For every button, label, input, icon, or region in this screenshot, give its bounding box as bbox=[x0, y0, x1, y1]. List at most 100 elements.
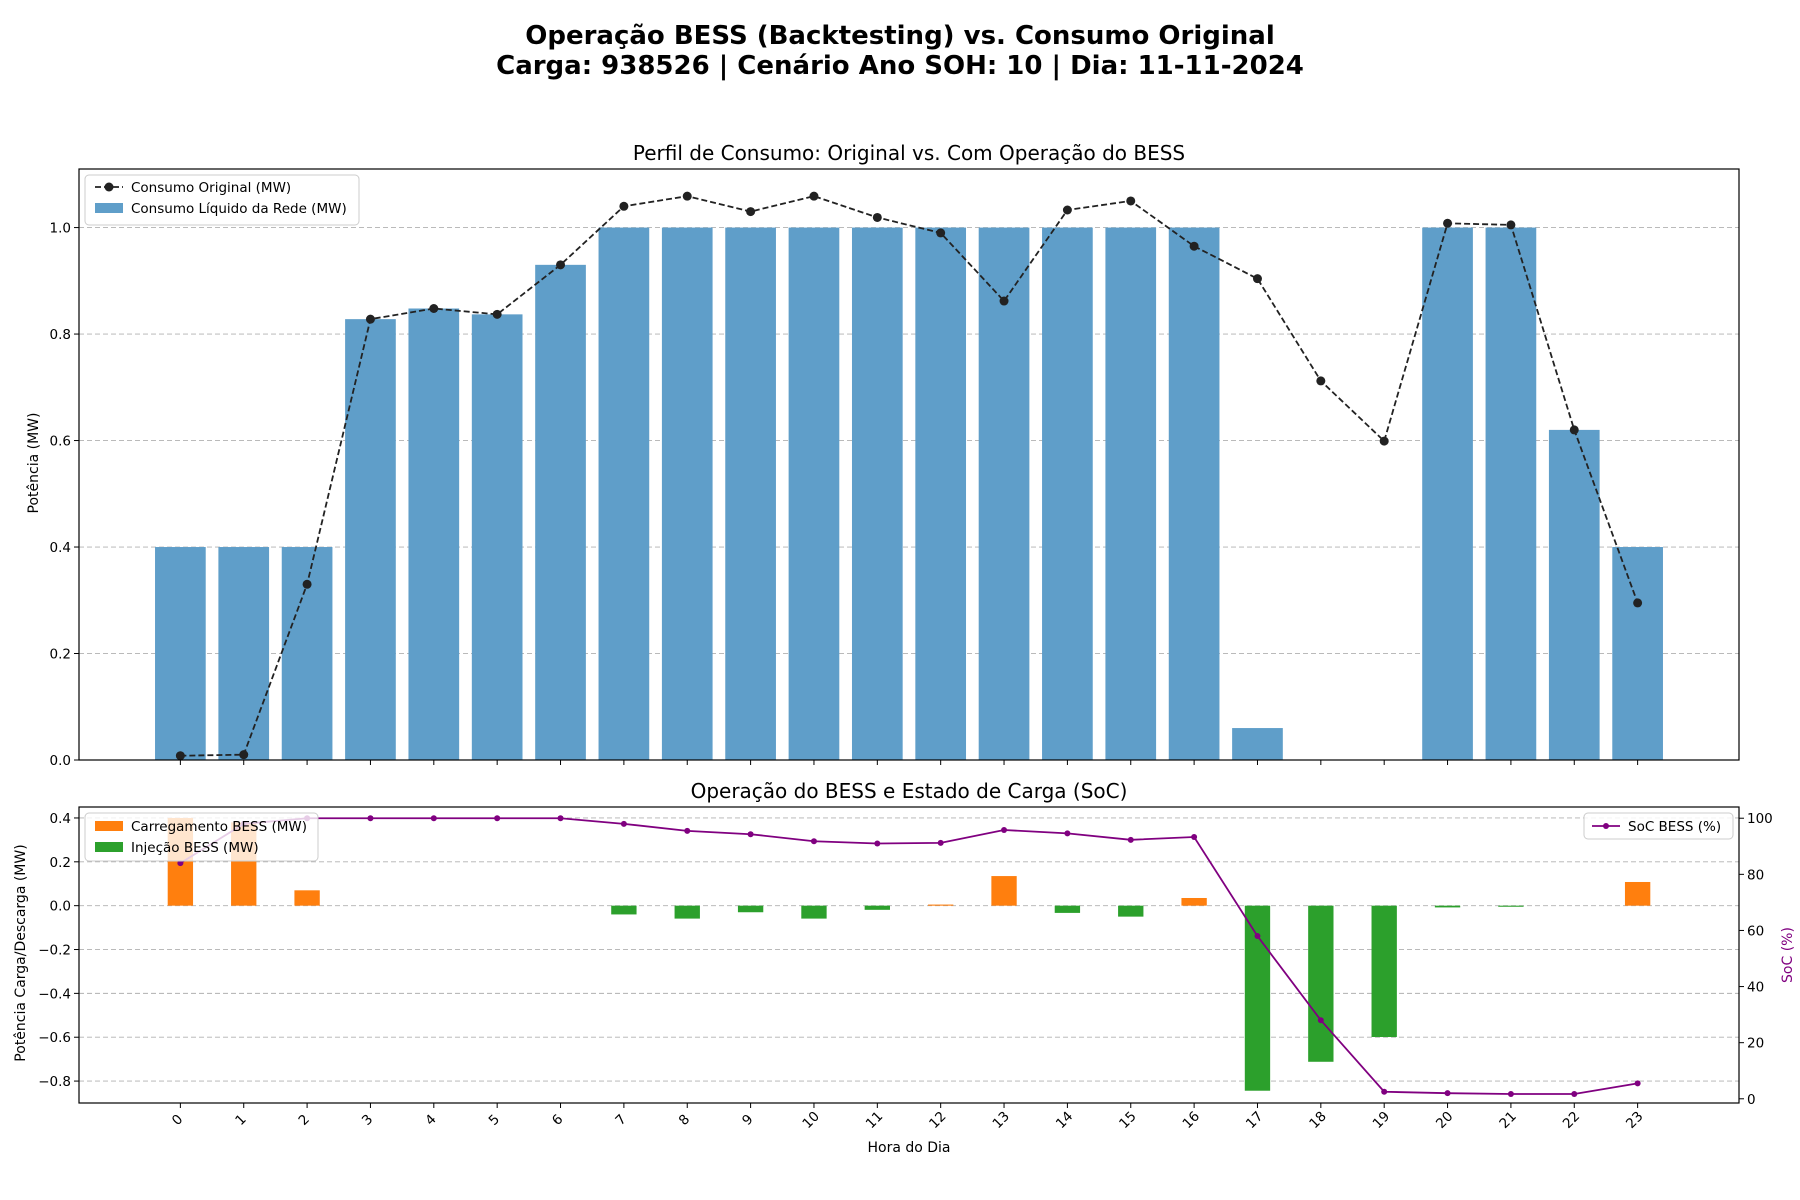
line-soc bbox=[179, 817, 1638, 1095]
bar-bess-discharge bbox=[1308, 905, 1334, 1062]
bottom-chart-y2label: SoC (%) bbox=[1780, 927, 1796, 983]
point-soc bbox=[684, 827, 691, 834]
bottom-y2tick-label: 60 bbox=[1747, 923, 1764, 939]
bar-net-consumption bbox=[218, 547, 270, 760]
point-soc bbox=[1381, 1088, 1388, 1095]
point-soc bbox=[1254, 933, 1261, 940]
line-original-consumption bbox=[180, 195, 1639, 757]
top-chart-frame bbox=[78, 168, 1740, 761]
bar-bess-discharge bbox=[674, 905, 700, 919]
bar-net-consumption bbox=[471, 314, 523, 760]
bottom-chart-ylabel: Potência Carga/Descarga (MW) bbox=[13, 844, 29, 1061]
point-original-consumption bbox=[1316, 376, 1326, 386]
point-original-consumption bbox=[1126, 196, 1136, 206]
bar-bess-discharge bbox=[864, 905, 890, 910]
point-soc bbox=[1064, 830, 1071, 837]
point-original-consumption bbox=[556, 260, 566, 270]
point-original-consumption bbox=[1443, 218, 1453, 228]
point-soc bbox=[937, 839, 944, 846]
point-soc bbox=[430, 815, 437, 822]
point-original-consumption bbox=[619, 201, 629, 211]
bar-net-consumption bbox=[155, 547, 206, 760]
point-original-consumption bbox=[429, 303, 439, 313]
point-soc bbox=[620, 820, 627, 827]
legend-label-charge: Carregamento BESS (MW) bbox=[131, 819, 307, 835]
top-ytick-label: 1.0 bbox=[50, 221, 71, 237]
bar-bess-discharge bbox=[1054, 905, 1081, 913]
top-chart-ylabel: Potência (MW) bbox=[26, 413, 42, 514]
legend-label-original: Consumo Original (MW) bbox=[131, 180, 291, 196]
bar-net-consumption bbox=[915, 227, 967, 760]
point-original-consumption bbox=[365, 314, 375, 324]
legend-label-net: Consumo Líquido da Rede (MW) bbox=[131, 201, 347, 217]
legend-swatch-charge bbox=[95, 821, 123, 831]
bar-net-consumption bbox=[598, 227, 650, 760]
point-original-consumption bbox=[682, 191, 692, 201]
bar-net-consumption bbox=[1168, 227, 1220, 760]
point-soc bbox=[810, 838, 817, 845]
top-ytick-label: 0.0 bbox=[50, 753, 71, 769]
point-original-consumption bbox=[492, 309, 502, 319]
figure-title-line1: Operação BESS (Backtesting) vs. Consumo … bbox=[525, 21, 1275, 51]
point-original-consumption bbox=[1506, 220, 1516, 230]
bottom-y2tick-label: 0 bbox=[1747, 1092, 1756, 1108]
bottom-y2tick-label: 100 bbox=[1747, 811, 1773, 827]
bottom-y2tick-label: 40 bbox=[1747, 980, 1764, 996]
top-ytick-label: 0.2 bbox=[50, 647, 71, 663]
top-ytick-label: 0.8 bbox=[50, 327, 71, 343]
point-original-consumption bbox=[239, 750, 249, 760]
point-original-consumption bbox=[809, 191, 819, 201]
bar-net-consumption bbox=[1042, 227, 1093, 760]
bottom-ytick-label: 0.4 bbox=[50, 811, 71, 827]
bottom-ytick-label: 0.0 bbox=[50, 899, 71, 915]
point-original-consumption bbox=[1252, 274, 1262, 284]
point-soc bbox=[1001, 827, 1008, 834]
point-soc bbox=[747, 831, 754, 838]
bar-net-consumption bbox=[535, 264, 586, 760]
bar-net-consumption bbox=[978, 227, 1030, 760]
point-original-consumption bbox=[1189, 241, 1199, 251]
bar-net-consumption bbox=[1422, 227, 1473, 760]
bar-bess-discharge bbox=[1498, 905, 1524, 907]
bar-net-consumption bbox=[1105, 227, 1157, 760]
point-soc bbox=[874, 840, 881, 847]
point-original-consumption bbox=[936, 228, 946, 238]
point-soc bbox=[1571, 1091, 1578, 1098]
bar-bess-charge bbox=[1181, 897, 1207, 906]
bottom-ytick-label: −0.4 bbox=[38, 986, 71, 1002]
bar-net-consumption bbox=[1232, 728, 1283, 760]
bar-net-consumption bbox=[1612, 547, 1663, 760]
bottom-ytick-label: −0.6 bbox=[38, 1030, 71, 1046]
legend-label-soc: SoC BESS (%) bbox=[1628, 819, 1721, 835]
bar-net-consumption bbox=[281, 547, 333, 760]
top-ytick-label: 0.6 bbox=[50, 434, 71, 450]
point-soc bbox=[367, 815, 374, 822]
bar-bess-discharge bbox=[1434, 905, 1461, 908]
bar-net-consumption bbox=[345, 319, 396, 760]
bar-bess-discharge bbox=[801, 905, 827, 919]
bar-net-consumption bbox=[851, 227, 903, 760]
bar-net-consumption bbox=[661, 227, 713, 760]
bottom-ytick-label: −0.2 bbox=[38, 943, 71, 959]
legend-swatch-discharge bbox=[95, 842, 123, 852]
point-original-consumption bbox=[175, 751, 185, 761]
point-original-consumption bbox=[872, 212, 882, 222]
point-soc bbox=[1507, 1091, 1514, 1098]
top-chart-title: Perfil de Consumo: Original vs. Com Oper… bbox=[633, 141, 1185, 165]
point-original-consumption bbox=[999, 296, 1009, 306]
figure-title-line2: Carga: 938526 | Cenário Ano SOH: 10 | Di… bbox=[496, 51, 1304, 81]
point-soc bbox=[1317, 1017, 1324, 1024]
point-original-consumption bbox=[1569, 425, 1579, 435]
bottom-ytick-label: 0.2 bbox=[50, 855, 71, 871]
bar-net-consumption bbox=[788, 227, 840, 760]
bottom-ytick-label: −0.8 bbox=[38, 1074, 71, 1090]
bar-bess-discharge bbox=[611, 905, 637, 915]
bottom-y2tick-label: 20 bbox=[1747, 1036, 1764, 1052]
bar-bess-discharge bbox=[1371, 905, 1397, 1038]
bess-operation-chart: Operação do BESS e Estado de Carga (SoC)… bbox=[13, 779, 1796, 1156]
bottom-chart-title: Operação do BESS e Estado de Carga (SoC) bbox=[691, 779, 1128, 803]
bar-bess-charge bbox=[928, 904, 954, 906]
point-original-consumption bbox=[746, 207, 756, 217]
point-soc bbox=[1444, 1090, 1451, 1097]
